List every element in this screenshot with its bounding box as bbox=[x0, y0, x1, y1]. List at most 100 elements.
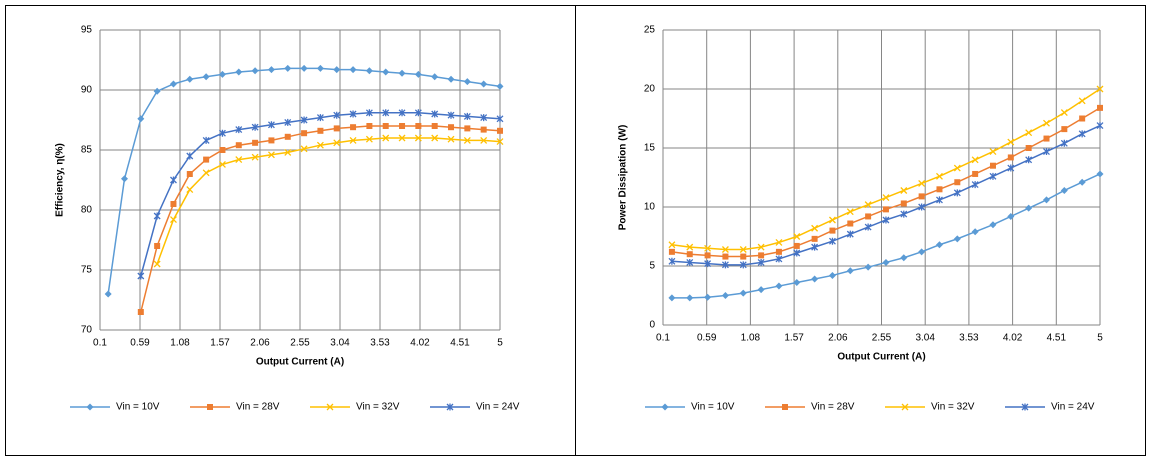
marker bbox=[758, 252, 765, 259]
marker bbox=[382, 123, 389, 129]
series-line bbox=[140, 112, 501, 277]
marker bbox=[86, 403, 94, 411]
marker bbox=[186, 186, 194, 194]
marker bbox=[793, 242, 800, 249]
marker bbox=[235, 156, 243, 164]
marker bbox=[366, 123, 373, 129]
marker bbox=[349, 136, 357, 144]
marker bbox=[829, 227, 836, 234]
marker bbox=[480, 126, 487, 133]
marker bbox=[775, 238, 783, 246]
marker bbox=[333, 139, 341, 147]
marker bbox=[317, 127, 324, 134]
marker bbox=[326, 403, 334, 411]
marker bbox=[431, 123, 438, 129]
marker bbox=[349, 110, 357, 118]
marker bbox=[202, 169, 210, 177]
marker bbox=[1060, 139, 1068, 147]
marker bbox=[793, 249, 801, 257]
marker bbox=[267, 121, 275, 129]
x-tick-label: 1.57 bbox=[784, 333, 804, 344]
y-tick-label: 95 bbox=[81, 25, 93, 36]
marker bbox=[900, 200, 907, 207]
plot bbox=[668, 85, 1104, 302]
series-line bbox=[671, 88, 1101, 251]
marker bbox=[415, 123, 422, 129]
marker bbox=[414, 70, 422, 78]
marker bbox=[447, 75, 455, 83]
marker bbox=[686, 294, 694, 302]
marker bbox=[365, 67, 373, 75]
marker bbox=[463, 136, 471, 144]
marker bbox=[668, 241, 676, 249]
marker bbox=[721, 261, 729, 269]
marker bbox=[686, 251, 693, 258]
marker bbox=[1021, 403, 1029, 411]
marker bbox=[382, 109, 390, 117]
marker bbox=[1007, 164, 1015, 172]
y-tick-label: 85 bbox=[81, 145, 93, 156]
legend-label: Vin = 28V bbox=[236, 402, 280, 413]
marker bbox=[900, 187, 908, 194]
x-tick-label: 2.06 bbox=[250, 338, 270, 349]
y-axis-title: Power Dissipation (W) bbox=[618, 125, 629, 231]
marker bbox=[1025, 145, 1032, 151]
marker bbox=[414, 134, 422, 142]
marker bbox=[668, 294, 676, 302]
marker bbox=[686, 258, 694, 266]
marker bbox=[757, 286, 765, 294]
marker bbox=[1079, 115, 1086, 122]
marker bbox=[316, 114, 324, 122]
marker bbox=[882, 216, 890, 224]
marker bbox=[333, 125, 340, 132]
marker bbox=[1096, 170, 1104, 178]
legend-label: Vin = 32V bbox=[356, 402, 400, 413]
marker bbox=[202, 136, 210, 144]
marker bbox=[284, 64, 292, 72]
x-tick-label: 4.51 bbox=[1047, 333, 1067, 344]
x-tick-label: 4.02 bbox=[1003, 333, 1023, 344]
marker bbox=[1043, 135, 1050, 142]
marker bbox=[775, 248, 782, 255]
marker bbox=[864, 263, 872, 271]
x-tick-label: 0.1 bbox=[93, 338, 107, 349]
marker bbox=[414, 109, 422, 117]
marker bbox=[1007, 212, 1015, 220]
marker bbox=[431, 134, 439, 142]
y-tick-label: 75 bbox=[81, 265, 93, 276]
legend-label: Vin = 10V bbox=[116, 402, 160, 413]
marker bbox=[846, 267, 854, 275]
marker bbox=[463, 78, 471, 86]
marker bbox=[954, 179, 961, 186]
marker bbox=[989, 162, 996, 169]
x-tick-label: 1.08 bbox=[741, 333, 761, 344]
marker bbox=[218, 129, 226, 137]
marker bbox=[316, 141, 324, 149]
x-tick-label: 2.55 bbox=[290, 338, 310, 349]
marker bbox=[154, 243, 161, 249]
marker bbox=[1060, 109, 1068, 117]
marker bbox=[864, 223, 872, 231]
x-tick-label: 0.59 bbox=[697, 333, 717, 344]
x-tick-label: 1.08 bbox=[170, 338, 190, 349]
marker bbox=[722, 253, 729, 260]
marker bbox=[431, 73, 439, 81]
marker bbox=[300, 64, 308, 72]
marker bbox=[686, 243, 694, 251]
marker bbox=[463, 112, 471, 120]
series-line bbox=[156, 137, 501, 265]
marker bbox=[448, 124, 455, 131]
marker bbox=[284, 148, 292, 156]
marker bbox=[169, 80, 177, 88]
marker bbox=[739, 289, 747, 297]
y-tick-label: 90 bbox=[81, 85, 93, 96]
marker bbox=[1025, 129, 1033, 137]
marker bbox=[382, 68, 390, 76]
marker bbox=[1025, 204, 1033, 212]
marker bbox=[137, 115, 145, 123]
x-tick-label: 4.02 bbox=[410, 338, 430, 349]
marker bbox=[170, 176, 177, 184]
marker bbox=[704, 293, 712, 301]
marker bbox=[793, 233, 801, 240]
